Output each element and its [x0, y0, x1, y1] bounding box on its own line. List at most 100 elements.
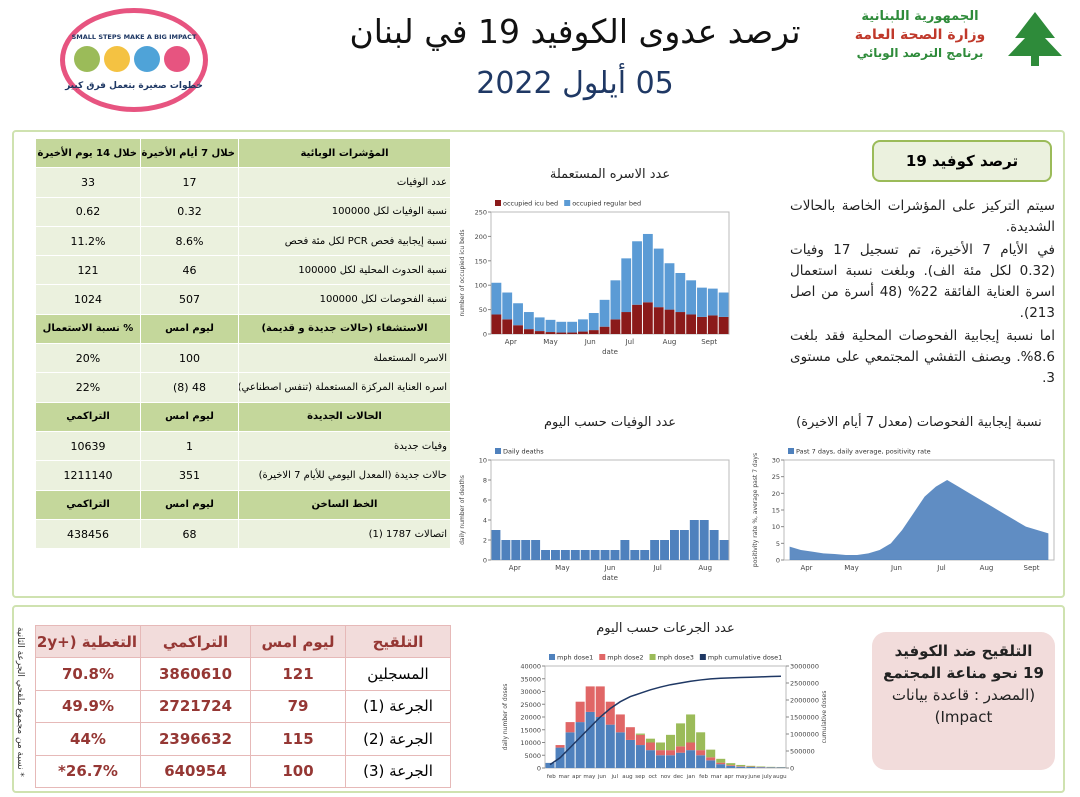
x-tick-label: Jul [936, 564, 946, 572]
row: نسبة إيجابية فحص PCR لكل مئة فحص 8.6% 11.2… [35, 225, 451, 257]
cell: 44% [35, 722, 141, 756]
header-cell: ليوم امس [140, 489, 239, 520]
campaign-line: SMALL STEPS MAKE A BIG IMPACT [71, 33, 197, 41]
y-tick-label: 30000 [520, 688, 541, 696]
bar [746, 766, 756, 768]
bar [664, 309, 675, 334]
chart: عدد الوفيات حسب اليوم 0 2 4 6 8 10 daily number… [459, 415, 730, 582]
legend-label: Daily deaths [503, 448, 544, 456]
row: الجرعة (3) 100 640954 26.7%* [35, 754, 451, 788]
x-tick-label: sep [635, 774, 645, 780]
bar [666, 734, 676, 751]
chart-title: عدد الاسره المستعملة [550, 167, 670, 182]
bar [676, 723, 686, 747]
cell: 1 [140, 430, 239, 462]
chart-title: عدد الجرعات حسب اليوم [596, 621, 735, 636]
header-cell: خلال 14 يوم الأخيرة [35, 137, 141, 169]
bar [655, 755, 665, 768]
bar [599, 299, 610, 327]
bar [718, 316, 729, 334]
cell: 121 [35, 255, 141, 286]
cell: 11.2% [35, 225, 141, 257]
vaccination-source: (المصدر : قاعدة بيانات Impact) [891, 686, 1036, 726]
bar [686, 742, 696, 751]
bar [600, 550, 610, 560]
y-tick-label: 15000 [520, 726, 541, 734]
bar [675, 312, 686, 334]
cell: المسجلين [345, 657, 451, 691]
bar [555, 745, 565, 748]
cell: 33 [35, 167, 141, 198]
bar [513, 325, 523, 334]
bar [642, 233, 653, 303]
x-tick-label: Aug [663, 338, 677, 346]
y2-axis-label: cumulative doses [821, 691, 828, 744]
bar [676, 752, 686, 768]
y-tick-label: 0 [483, 331, 487, 339]
bar [653, 307, 664, 334]
bar [565, 722, 575, 733]
cell: 1211140 [35, 460, 141, 491]
indicator-table: المؤشرات الوبائية خلال 7 أيام الأخيرة خلال… [35, 137, 451, 550]
cell: الجرعة (3) [345, 754, 451, 788]
legend-label: occupied icu bed [503, 200, 558, 208]
legend-swatch [788, 448, 794, 454]
bar [523, 329, 534, 334]
cell: 49.9% [35, 689, 141, 724]
y-tick-label: 20 [772, 490, 780, 498]
header-cell: التراكمي [35, 401, 141, 432]
cell: 17 [140, 167, 239, 198]
bar [578, 331, 588, 334]
x-tick-label: dec [673, 774, 683, 780]
row: نسبة الحدوث المحلية لكل 100000 46 121 [35, 255, 451, 286]
cell: 20% [35, 343, 141, 374]
x-tick-label: augu [773, 774, 787, 780]
y-axis-label: positivity rate %, average past 7 days [752, 453, 759, 567]
header-cell: ليوم امس [250, 624, 346, 659]
bar [709, 530, 719, 560]
legend-label: occupied regular bed [572, 200, 641, 208]
vaccination-box: التلقيح ضد الكوفيد 19 نحو مناعة المجتمع … [872, 632, 1055, 770]
y-tick-label: 10 [479, 457, 487, 465]
y2-tick-label: 2000000 [790, 697, 819, 705]
bar [521, 540, 531, 560]
bar [660, 540, 669, 560]
bar [686, 314, 697, 334]
ministry-line: برنامج الترصد الوبائي [856, 46, 984, 60]
bar [650, 540, 660, 560]
bar [590, 550, 600, 560]
y-axis-label: daily number of deaths [459, 475, 466, 545]
row: نسبة الفحوصات لكل 100000 507 1024 [35, 284, 451, 315]
bar [642, 302, 653, 334]
cell: 640954 [140, 754, 251, 788]
x-tick-label: feb [699, 774, 708, 780]
bar [716, 764, 726, 768]
cell: 0.62 [35, 196, 141, 227]
bar [726, 765, 736, 766]
bar [655, 750, 665, 756]
bar [697, 287, 707, 317]
bar [567, 321, 578, 333]
cell: 351 [140, 460, 239, 491]
bar [625, 727, 635, 740]
y-tick-label: 35000 [520, 675, 541, 683]
row: وفيات جديدة 1 10639 [35, 430, 451, 462]
legend-swatch [495, 448, 501, 454]
x-tick-label: mar [711, 774, 723, 780]
bar [502, 292, 513, 320]
x-tick-label: Jul [652, 564, 662, 572]
bar [534, 317, 545, 332]
y-tick-label: 250 [475, 209, 487, 217]
bar [630, 550, 640, 560]
cell: 2721724 [140, 689, 251, 724]
bar [491, 314, 502, 334]
bar [689, 520, 699, 560]
row: الجرعة (1) 79 2721724 49.9% [35, 689, 451, 724]
bar [645, 750, 655, 768]
bar [675, 273, 686, 313]
bar [635, 734, 645, 746]
bar [632, 304, 642, 334]
cell: 0.32 [140, 196, 239, 227]
bar [746, 765, 756, 767]
bar [776, 767, 786, 768]
